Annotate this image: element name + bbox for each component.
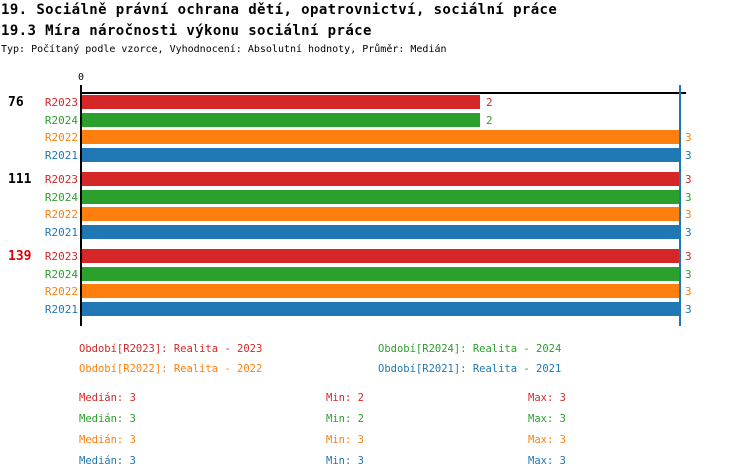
bar-value-label-R2021: 3 <box>685 148 692 162</box>
bar-row-label-R2023: R2023 <box>44 96 78 109</box>
report-title-line2: 19.3 Míra náročnosti výkonu sociální prá… <box>1 23 372 39</box>
bar-value-label-R2023: 3 <box>685 250 692 263</box>
bar-value-label-R2023: 2 <box>486 96 493 109</box>
bar-row-label-R2021: R2021 <box>44 148 78 162</box>
bar-row-label-R2022: R2022 <box>44 131 78 144</box>
bar-value-label-R2021: 3 <box>685 302 692 316</box>
stat-min-R2024: Min: 2 <box>326 413 364 425</box>
bar-value-label-R2021: 3 <box>685 225 692 239</box>
bar-row-label-R2024: R2024 <box>44 190 78 204</box>
stat-min-R2022: Min: 3 <box>326 434 364 446</box>
legend-item-R2021: Období[R2021]: Realita - 2021 <box>378 363 562 375</box>
bar-R2023 <box>82 249 679 263</box>
bar-value-label-R2022: 3 <box>685 285 692 298</box>
stat-max-R2024: Max: 3 <box>528 413 566 425</box>
group-label: 139 <box>8 249 32 264</box>
value-axis-zero-label: 0 <box>77 72 85 83</box>
stat-median-R2022: Medián: 3 <box>79 434 136 446</box>
bar-row-label-R2024: R2024 <box>44 113 78 127</box>
bar-R2022 <box>82 130 679 144</box>
bar-R2023 <box>82 95 480 109</box>
bar-row-label-R2023: R2023 <box>44 250 78 263</box>
stat-median-R2021: Medián: 3 <box>79 455 136 467</box>
stat-min-R2021: Min: 3 <box>326 455 364 467</box>
bar-R2021 <box>82 301 679 316</box>
bar-row-label-R2024: R2024 <box>44 267 78 281</box>
bar-R2022 <box>82 207 679 221</box>
bar-R2021 <box>82 224 679 239</box>
stat-max-R2023: Max: 3 <box>528 392 566 404</box>
report-subtitle: Typ: Počítaný podle vzorce, Vyhodnocení:… <box>1 44 447 55</box>
bar-value-label-R2023: 3 <box>685 173 692 186</box>
bar-R2024 <box>82 266 679 281</box>
bar-row-label-R2022: R2022 <box>44 208 78 221</box>
bar-R2021 <box>82 147 679 162</box>
bar-value-label-R2022: 3 <box>685 208 692 221</box>
bar-value-label-R2024: 2 <box>486 113 493 127</box>
stat-max-R2022: Max: 3 <box>528 434 566 446</box>
stat-median-R2024: Medián: 3 <box>79 413 136 425</box>
legend-item-R2022: Období[R2022]: Realita - 2022 <box>79 363 263 375</box>
bar-row-label-R2023: R2023 <box>44 173 78 186</box>
bar-value-label-R2024: 3 <box>685 190 692 204</box>
bar-R2024 <box>82 112 480 127</box>
group-label: 76 <box>8 95 24 110</box>
stat-min-R2023: Min: 2 <box>326 392 364 404</box>
bar-R2024 <box>82 189 679 204</box>
bar-row-label-R2021: R2021 <box>44 302 78 316</box>
bar-row-label-R2022: R2022 <box>44 285 78 298</box>
report-title-line1: 19. Sociálně právní ochrana dětí, opatro… <box>1 2 558 18</box>
median-line <box>679 85 681 326</box>
value-axis-line <box>80 92 686 94</box>
bar-value-label-R2024: 3 <box>685 267 692 281</box>
bar-row-label-R2021: R2021 <box>44 225 78 239</box>
legend-item-R2024: Období[R2024]: Realita - 2024 <box>378 343 562 355</box>
stat-median-R2023: Medián: 3 <box>79 392 136 404</box>
bar-R2022 <box>82 284 679 298</box>
legend-item-R2023: Období[R2023]: Realita - 2023 <box>79 343 263 355</box>
stat-max-R2021: Max: 3 <box>528 455 566 467</box>
group-label: 111 <box>8 172 32 187</box>
bar-value-label-R2022: 3 <box>685 131 692 144</box>
category-axis-line <box>80 92 82 326</box>
bar-R2023 <box>82 172 679 186</box>
value-axis-zero-tick <box>80 85 82 92</box>
